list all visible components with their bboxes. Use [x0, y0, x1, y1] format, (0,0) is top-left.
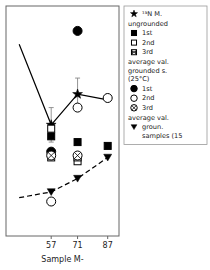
marker-shape: [47, 189, 55, 196]
legend-heading-line: (25°C): [128, 75, 149, 83]
legend-label-line: 2nd: [142, 39, 155, 47]
legend-label-line: samples (15: [142, 132, 182, 140]
plot-frame: [6, 6, 119, 236]
point: [73, 151, 82, 160]
legend-label: 3rd: [142, 104, 153, 112]
x-axis-label: Sample M-: [41, 255, 83, 264]
legend-label: 3rd: [142, 48, 153, 56]
legend-label-line: 1st: [142, 85, 153, 93]
error-bar: [49, 108, 54, 142]
legend-label-line: 3rd: [142, 48, 153, 56]
plot-area: [19, 26, 112, 206]
points: [46, 26, 112, 206]
legend-marker: [131, 85, 137, 91]
legend-marker: [130, 10, 137, 17]
marker-cross: [132, 106, 137, 111]
point: [73, 103, 82, 112]
point: [47, 197, 56, 206]
marker-shape: [73, 151, 82, 160]
legend-marker: [131, 125, 137, 130]
point: [103, 94, 112, 103]
legend-heading-line: grounded s.: [128, 67, 167, 75]
legend-heading: average val.grounded s.(25°C): [128, 58, 169, 83]
point: [48, 133, 55, 140]
legend-heading: ungrounded: [128, 20, 168, 28]
point: [48, 125, 55, 132]
legend-heading-line: average val.: [128, 114, 169, 122]
marker-shape: [131, 105, 137, 111]
legend-label: 2nd: [142, 39, 155, 47]
marker-shape: [104, 142, 111, 149]
marker-shape: [73, 89, 83, 98]
point: [104, 154, 112, 161]
legend-label-line: 1st: [142, 29, 153, 37]
marker-shape: [74, 139, 81, 146]
lines: [19, 44, 108, 197]
error-bar-path: [49, 108, 54, 142]
point: [104, 142, 111, 149]
marker-shape: [131, 50, 136, 55]
marker-shape: [47, 197, 56, 206]
marker-shape: [47, 151, 56, 160]
marker-shape: [131, 85, 137, 91]
chart: 577187Sample M-¹⁵N M.ungrounded1st2nd3rd…: [0, 0, 210, 270]
marker-shape: [103, 94, 112, 103]
dashed-line: [19, 157, 108, 197]
legend-box: [124, 6, 207, 144]
x-tick-label: 57: [46, 241, 56, 250]
legend-marker: [131, 40, 136, 45]
point: [47, 151, 56, 160]
solid-line: [19, 44, 108, 125]
point: [73, 89, 83, 98]
marker-shape: [74, 175, 82, 182]
legend-label: 2nd: [142, 94, 155, 102]
legend-label: 1st: [142, 29, 153, 37]
point: [74, 175, 82, 182]
x-tick: [77, 236, 78, 239]
legend-label-line: ¹⁵N M.: [142, 10, 162, 18]
legend-label: groun.samples (15: [142, 123, 182, 140]
marker-shape: [73, 103, 82, 112]
point: [73, 26, 82, 35]
marker-shape: [48, 133, 55, 140]
legend-heading: average val.: [128, 114, 169, 122]
marker-shape: [131, 40, 136, 45]
marker-shape: [131, 30, 136, 35]
legend-marker: [131, 50, 136, 55]
point: [47, 189, 55, 196]
legend-marker: [131, 95, 137, 101]
x-tick: [51, 236, 52, 239]
legend-label: ¹⁵N M.: [142, 10, 162, 18]
legend-label-line: 2nd: [142, 94, 155, 102]
marker-cross: [74, 152, 80, 158]
x-axis: 57 71 87: [46, 236, 113, 250]
marker-shape: [131, 95, 137, 101]
marker-shape: [130, 10, 137, 17]
legend-label-line: groun.: [142, 123, 163, 131]
x-tick-label: 87: [103, 241, 113, 250]
legend-label: 1st: [142, 85, 153, 93]
marker-shape: [104, 154, 112, 161]
x-tick-label: 71: [72, 241, 82, 250]
marker-bowtie: [132, 51, 135, 54]
marker-shape: [73, 26, 82, 35]
legend-marker: [131, 30, 136, 35]
marker-cross: [48, 152, 54, 158]
legend-label-line: 3rd: [142, 104, 153, 112]
legend-marker: [131, 105, 137, 111]
legend-heading-line: average val.: [128, 58, 169, 66]
legend: ¹⁵N M.ungrounded1st2nd3rdaverage val.gro…: [124, 6, 207, 144]
marker-shape: [131, 125, 137, 130]
x-tick: [107, 236, 108, 239]
point: [74, 139, 81, 146]
marker-shape: [48, 125, 55, 132]
legend-heading-line: ungrounded: [128, 20, 168, 28]
